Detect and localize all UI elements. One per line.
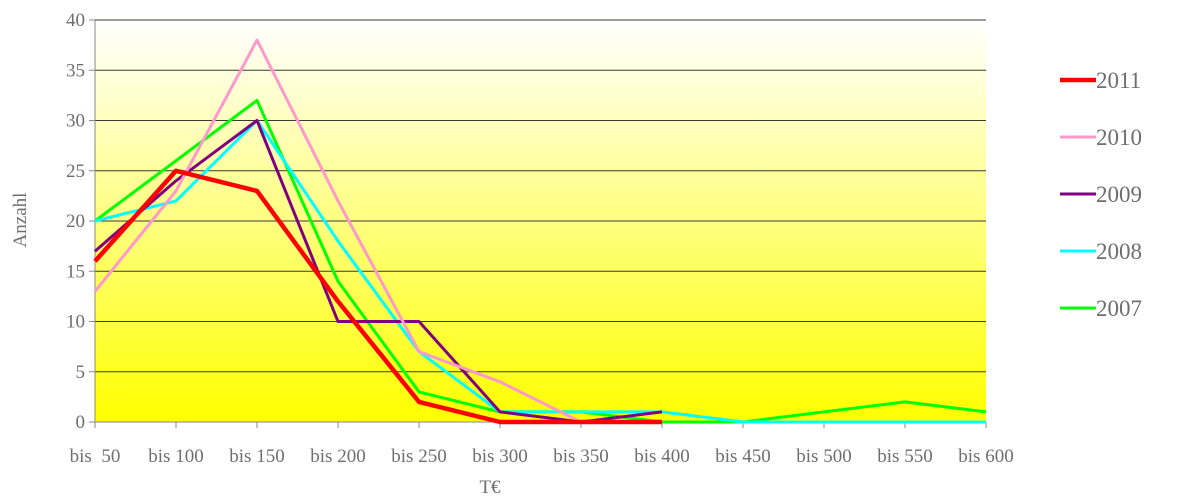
x-axis-title: T€: [479, 477, 501, 498]
series-lines: [93, 38, 987, 425]
x-tick-label: bis 550: [877, 446, 932, 467]
series-line-2008: [94, 119, 986, 424]
x-tick-label: bis 100: [148, 446, 203, 467]
legend-label: 2010: [1096, 125, 1142, 150]
legend-label: 2009: [1096, 182, 1142, 207]
y-axis-title: Anzahl: [10, 193, 31, 248]
y-tick-label: 20: [66, 211, 85, 232]
y-tick-label: 35: [66, 60, 85, 81]
x-tick-label: bis 150: [229, 446, 284, 467]
x-tick-label: bis 400: [634, 446, 689, 467]
tick-labels: 0 5 10 15 20 25 30 35 40 bis 50 bis 100 bis 150 bis …: [66, 10, 1014, 467]
grid-lines: [95, 19, 986, 373]
x-tick-label: bis 500: [796, 446, 851, 467]
series-line-2010: [93, 38, 582, 424]
series-line-2011: [93, 168, 662, 425]
legend: 2011 2010 2009 2008 2007: [1060, 68, 1142, 321]
x-tick-label: bis 300: [472, 446, 527, 467]
x-tick-label: bis 50: [70, 446, 121, 467]
legend-label: 2008: [1096, 239, 1142, 264]
y-tick-label: 5: [76, 362, 86, 383]
x-tick-label: bis 350: [553, 446, 608, 467]
y-tick-label: 30: [66, 111, 85, 132]
x-tick-label: bis 600: [958, 446, 1013, 467]
legend-label: 2011: [1096, 68, 1141, 93]
x-tick-label: bis 450: [715, 446, 770, 467]
y-tick-label: 0: [76, 412, 86, 433]
y-tick-label: 10: [66, 312, 85, 333]
x-tick-label: bis 250: [391, 446, 446, 467]
legend-label: 2007: [1096, 296, 1142, 321]
y-tick-label: 25: [66, 161, 85, 182]
y-tick-label: 15: [66, 261, 85, 282]
y-tick-label: 40: [66, 10, 85, 31]
x-tick-label: bis 200: [310, 446, 365, 467]
